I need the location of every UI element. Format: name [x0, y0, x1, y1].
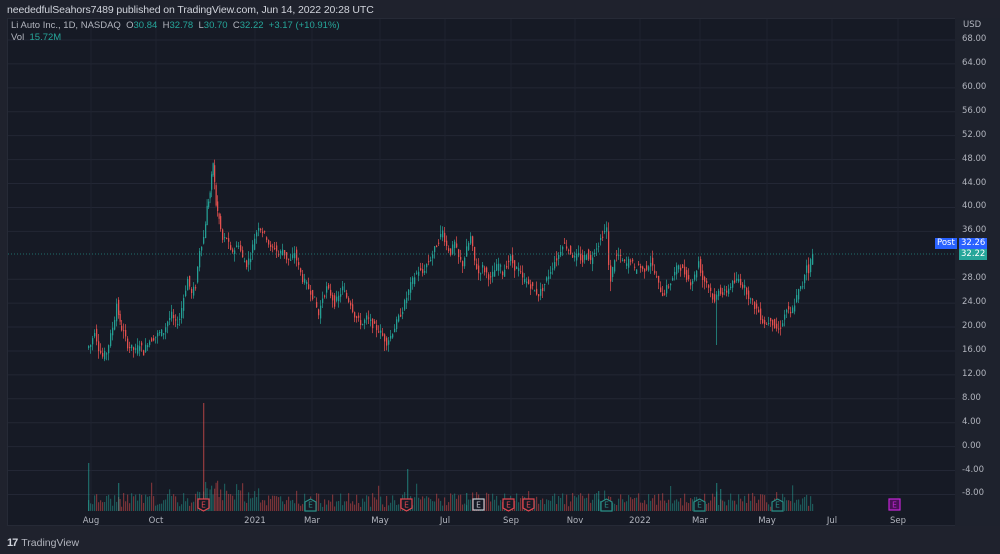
low-value: 30.70 — [203, 20, 228, 31]
earnings-marker-icon[interactable]: E — [502, 498, 515, 512]
y-tick-label: 48.00 — [962, 153, 987, 164]
change-value: +3.17 (+10.91%) — [268, 20, 340, 31]
y-tick-label: 28.00 — [962, 273, 987, 284]
y-tick-label: 60.00 — [962, 81, 987, 92]
y-tick-label: 44.00 — [962, 177, 987, 188]
volume-value: 15.72M — [29, 32, 62, 43]
close-value: 32.22 — [239, 20, 264, 31]
y-tick-label: 68.00 — [962, 34, 987, 44]
svg-text:E: E — [775, 501, 780, 510]
x-tick-label: 2022 — [629, 516, 651, 526]
x-tick-label: Jul — [439, 516, 451, 526]
earnings-marker-icon[interactable]: E — [888, 498, 901, 511]
symbol-label: Li Auto Inc., 1D, NASDAQ — [11, 20, 121, 31]
earnings-marker-icon[interactable]: E — [197, 498, 210, 512]
svg-text:E: E — [404, 501, 409, 510]
y-tick-label: 40.00 — [962, 201, 987, 212]
published-info: neededfulSeahors7489 published on Tradin… — [7, 4, 374, 16]
x-tick-label: Mar — [303, 516, 321, 526]
y-tick-label: -8.00 — [962, 488, 984, 499]
y-tick-label: 24.00 — [962, 297, 987, 308]
x-tick-label: Mar — [691, 516, 709, 526]
ohlc-row: Li Auto Inc., 1D, NASDAQ O30.84 H32.78 L… — [11, 20, 340, 32]
volume-row: Vol 15.72M — [11, 32, 340, 44]
y-tick-label: 8.00 — [962, 392, 981, 403]
close-label: C — [232, 20, 240, 31]
svg-text:E: E — [506, 501, 511, 510]
x-tick-label: Aug — [82, 516, 100, 526]
y-tick-label: 0.00 — [962, 440, 981, 451]
y-tick-label: 56.00 — [962, 105, 987, 116]
earnings-marker-icon[interactable]: E — [304, 498, 317, 512]
high-value: 32.78 — [169, 20, 194, 31]
x-tick-label: May — [758, 516, 776, 526]
chart-legend: Li Auto Inc., 1D, NASDAQ O30.84 H32.78 L… — [11, 20, 340, 44]
earnings-marker-icon[interactable]: E — [522, 498, 535, 512]
y-tick-label: 16.00 — [962, 344, 987, 355]
svg-text:E: E — [476, 501, 481, 510]
y-tick-label: 4.00 — [962, 416, 981, 427]
price-axis[interactable] — [955, 18, 1000, 526]
y-tick-label: 52.00 — [962, 129, 987, 140]
svg-text:E: E — [892, 501, 897, 510]
x-tick-label: Jul — [826, 516, 838, 526]
x-tick-label: Oct — [148, 516, 164, 526]
last-price-badge: 32.22 — [959, 249, 988, 260]
x-tick-label: Sep — [889, 516, 907, 526]
tv-logo-icon: 17 — [7, 537, 18, 549]
y-tick-label: 36.00 — [962, 225, 987, 236]
svg-text:E: E — [201, 501, 206, 510]
x-tick-label: May — [371, 516, 389, 526]
earnings-marker-icon[interactable]: E — [771, 498, 784, 512]
low-label: L — [198, 20, 204, 31]
y-tick-label: 64.00 — [962, 57, 987, 68]
y-tick-label: 20.00 — [962, 321, 987, 332]
earnings-marker-icon[interactable]: E — [600, 498, 613, 512]
y-tick-label: 12.00 — [962, 368, 987, 379]
brand-label: TradingView — [21, 537, 80, 549]
x-tick-label: Sep — [502, 516, 520, 526]
svg-text:E: E — [526, 501, 531, 510]
footer — [0, 526, 1000, 554]
svg-text:E: E — [308, 501, 313, 510]
earnings-marker-icon[interactable]: E — [400, 498, 413, 512]
tradingview-logo[interactable]: 17 TradingView — [7, 537, 79, 549]
earnings-marker-icon[interactable]: E — [693, 498, 706, 512]
svg-text:E: E — [604, 501, 609, 510]
high-label: H — [162, 20, 170, 31]
x-tick-label: Nov — [566, 516, 584, 526]
volume-label: Vol — [11, 32, 25, 43]
post-market-label: Post — [935, 238, 957, 249]
currency-label: USD — [963, 20, 982, 30]
open-label: O — [126, 20, 134, 31]
x-tick-label: 2021 — [244, 516, 266, 526]
y-tick-label: -4.00 — [962, 464, 984, 475]
earnings-marker-icon[interactable]: E — [472, 498, 485, 511]
open-value: 30.84 — [133, 20, 158, 31]
svg-text:E: E — [697, 501, 702, 510]
post-market-price: 32.26 — [959, 238, 988, 249]
